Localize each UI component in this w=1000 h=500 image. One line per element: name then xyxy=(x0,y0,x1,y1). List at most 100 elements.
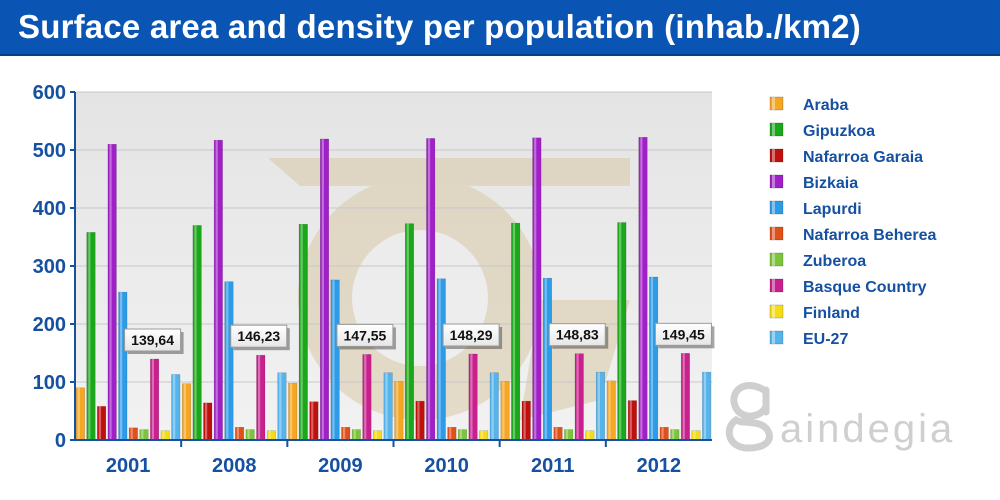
callout-box xyxy=(124,328,182,352)
callout-box xyxy=(442,323,500,347)
bar xyxy=(691,430,701,441)
bar xyxy=(436,278,446,441)
bar xyxy=(404,223,414,441)
y-tick-label: 200 xyxy=(33,314,66,336)
bar xyxy=(670,429,680,441)
y-tick-label: 0 xyxy=(55,430,66,452)
bar-highlight xyxy=(523,401,526,440)
bar xyxy=(320,138,330,441)
bar-highlight xyxy=(703,372,707,440)
x-tick-label: 2009 xyxy=(318,455,363,477)
bar xyxy=(638,136,648,441)
bar-highlight xyxy=(130,427,133,440)
watermark-text: aindegia xyxy=(780,407,955,451)
bar-highlight xyxy=(162,430,165,440)
bar xyxy=(75,387,85,441)
bar xyxy=(107,143,117,441)
bar xyxy=(192,225,202,441)
bar xyxy=(649,276,659,441)
x-tick-label: 2008 xyxy=(212,455,257,477)
bar-highlight xyxy=(194,225,197,440)
bar-highlight xyxy=(385,372,388,440)
bar xyxy=(86,232,96,441)
bar-highlight xyxy=(565,429,569,440)
legend-swatch xyxy=(769,226,784,241)
bar xyxy=(680,353,690,441)
bar xyxy=(574,353,584,441)
bar-highlight xyxy=(141,429,144,440)
data-label: 139,64 xyxy=(131,332,174,348)
y-tick-label: 300 xyxy=(33,256,66,278)
legend-swatch-highlight xyxy=(772,123,775,136)
bar-highlight xyxy=(480,430,484,440)
bar xyxy=(330,279,340,441)
bar-highlight xyxy=(459,429,462,440)
legend-swatch xyxy=(769,278,784,293)
bar-highlight xyxy=(353,429,356,440)
y-tick-label: 600 xyxy=(33,82,66,104)
bar-highlight xyxy=(640,137,643,441)
bar-highlight xyxy=(576,353,579,440)
bar xyxy=(118,291,128,441)
bar xyxy=(171,374,181,441)
bar-highlight xyxy=(98,406,102,440)
bar xyxy=(277,372,287,441)
bar-highlight xyxy=(311,401,314,440)
gaindegia-logo: aindegia xyxy=(725,382,955,452)
legend-swatch xyxy=(769,330,784,345)
data-label: 147,55 xyxy=(344,327,387,343)
data-label: 148,29 xyxy=(450,327,493,343)
bar-highlight xyxy=(491,372,494,440)
data-label: 148,83 xyxy=(556,327,599,343)
bar xyxy=(139,429,149,441)
legend-swatch-highlight xyxy=(772,253,775,266)
bar xyxy=(256,354,266,441)
bar-highlight xyxy=(279,372,282,440)
bar xyxy=(489,372,499,441)
bar xyxy=(702,371,712,441)
bar-highlight xyxy=(268,430,271,440)
bar-highlight xyxy=(151,359,155,440)
bar-highlight xyxy=(587,430,590,440)
legend-label: Zuberoa xyxy=(803,253,866,270)
bar-highlight xyxy=(109,144,112,440)
legend-swatch-highlight xyxy=(772,175,775,188)
bar xyxy=(362,354,372,441)
x-tick-label: 2001 xyxy=(106,455,151,477)
legend-label: Araba xyxy=(803,97,848,114)
legend-label: Bizkaia xyxy=(803,175,858,192)
callout-box xyxy=(230,324,288,348)
bar-highlight xyxy=(247,429,250,440)
legend-label: Finland xyxy=(803,305,860,322)
bar xyxy=(288,382,298,441)
bar-highlight xyxy=(534,137,537,440)
bar-highlight xyxy=(396,381,399,440)
bar-highlight xyxy=(427,138,431,440)
bar-highlight xyxy=(650,277,654,440)
bar-highlight xyxy=(438,278,441,440)
bar-highlight xyxy=(226,281,229,440)
x-tick-label: 2011 xyxy=(531,455,574,477)
bar-highlight xyxy=(120,292,123,440)
bar-highlight xyxy=(300,224,303,440)
bar-highlight xyxy=(258,355,261,440)
legend-label: Nafarroa Garaia xyxy=(803,149,923,166)
bar-highlight xyxy=(502,381,505,440)
bar xyxy=(182,383,192,441)
legend-swatch-highlight xyxy=(772,331,775,344)
bar xyxy=(341,426,351,441)
bar-highlight xyxy=(629,400,632,440)
bar xyxy=(468,353,478,441)
bar xyxy=(521,400,531,441)
bar xyxy=(394,381,404,441)
y-tick-label: 400 xyxy=(33,198,66,220)
legend-swatch-highlight xyxy=(772,97,775,110)
legend-label: Basque Country xyxy=(803,279,927,296)
bar xyxy=(351,429,361,441)
bar xyxy=(553,426,563,441)
bar xyxy=(479,430,489,441)
legend-swatch-highlight xyxy=(772,201,775,214)
bar xyxy=(415,400,425,441)
bar-highlight xyxy=(332,279,335,440)
bar-highlight xyxy=(512,223,516,440)
